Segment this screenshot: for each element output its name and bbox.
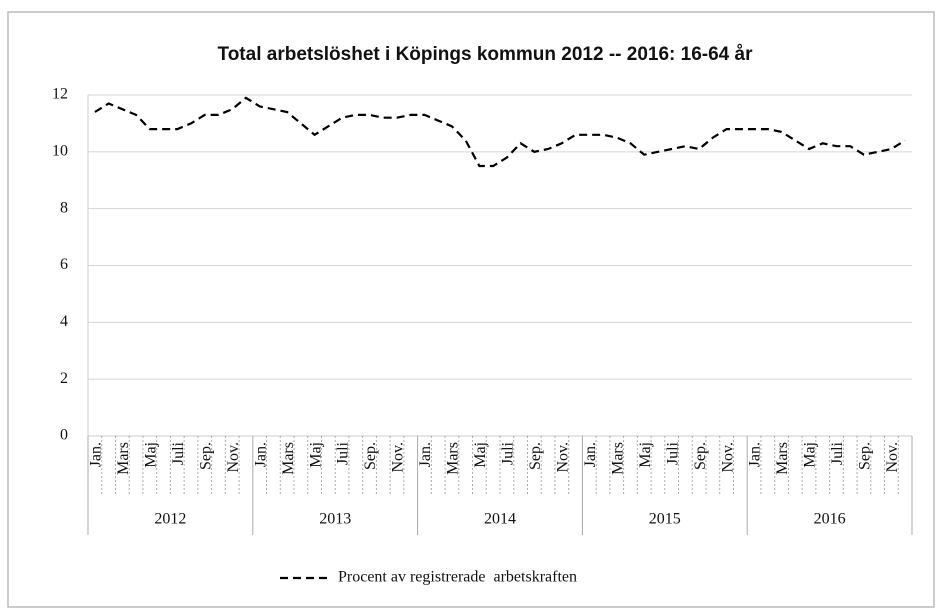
x-tick-label: Mars [609, 442, 626, 475]
chart-title: Total arbetslöshet i Köpings kommun 2012… [218, 44, 754, 65]
legend-label: Procent av registrerade arbetskraften [338, 569, 577, 586]
x-tick-label: Sep. [692, 442, 709, 470]
x-tick-label: Juli [829, 441, 846, 465]
y-tick-label: 6 [60, 256, 68, 273]
x-tick-label: Nov. [719, 442, 736, 473]
x-tick-label: Sep. [857, 442, 874, 470]
x-group-label: 2013 [319, 511, 351, 528]
y-tick-label: 12 [52, 86, 68, 103]
x-tick-label: Jan. [582, 442, 599, 467]
x-tick-label: Nov. [390, 442, 407, 473]
y-tick-label: 2 [60, 370, 68, 387]
x-tick-label: Mars [445, 442, 462, 475]
x-tick-label: Jan. [417, 442, 434, 467]
x-group-label: 2012 [154, 511, 186, 528]
x-tick-label: Maj [307, 442, 324, 468]
x-group-label: 2014 [484, 511, 516, 528]
chart-frame [7, 11, 935, 608]
x-tick-label: Nov. [554, 442, 571, 473]
x-tick-label: Maj [802, 442, 819, 468]
x-tick-label: Jan. [747, 442, 764, 467]
x-tick-label: Maj [472, 442, 489, 468]
x-tick-label: Jan. [88, 442, 105, 467]
x-tick-label: Nov. [225, 442, 242, 473]
x-tick-label: Mars [774, 442, 791, 475]
x-tick-label: Maj [142, 442, 159, 468]
y-tick-label: 0 [60, 427, 68, 444]
x-group-label: 2015 [649, 511, 681, 528]
x-tick-label: Sep. [362, 442, 379, 470]
x-group-label: 2016 [814, 511, 846, 528]
x-tick-label: Juli [335, 441, 352, 465]
x-tick-label: Sep. [197, 442, 214, 470]
x-tick-label: Juli [170, 441, 187, 465]
y-tick-label: 10 [52, 143, 68, 160]
x-tick-label: Jan. [252, 442, 269, 467]
x-tick-label: Mars [115, 442, 132, 475]
x-tick-label: Sep. [527, 442, 544, 470]
y-tick-label: 8 [60, 199, 68, 216]
y-tick-label: 4 [60, 313, 68, 330]
x-tick-label: Juli [500, 441, 517, 465]
x-tick-label: Mars [280, 442, 297, 475]
x-tick-label: Juli [664, 441, 681, 465]
x-tick-label: Nov. [884, 442, 901, 473]
x-tick-label: Maj [637, 442, 654, 468]
data-line [94, 96, 906, 168]
